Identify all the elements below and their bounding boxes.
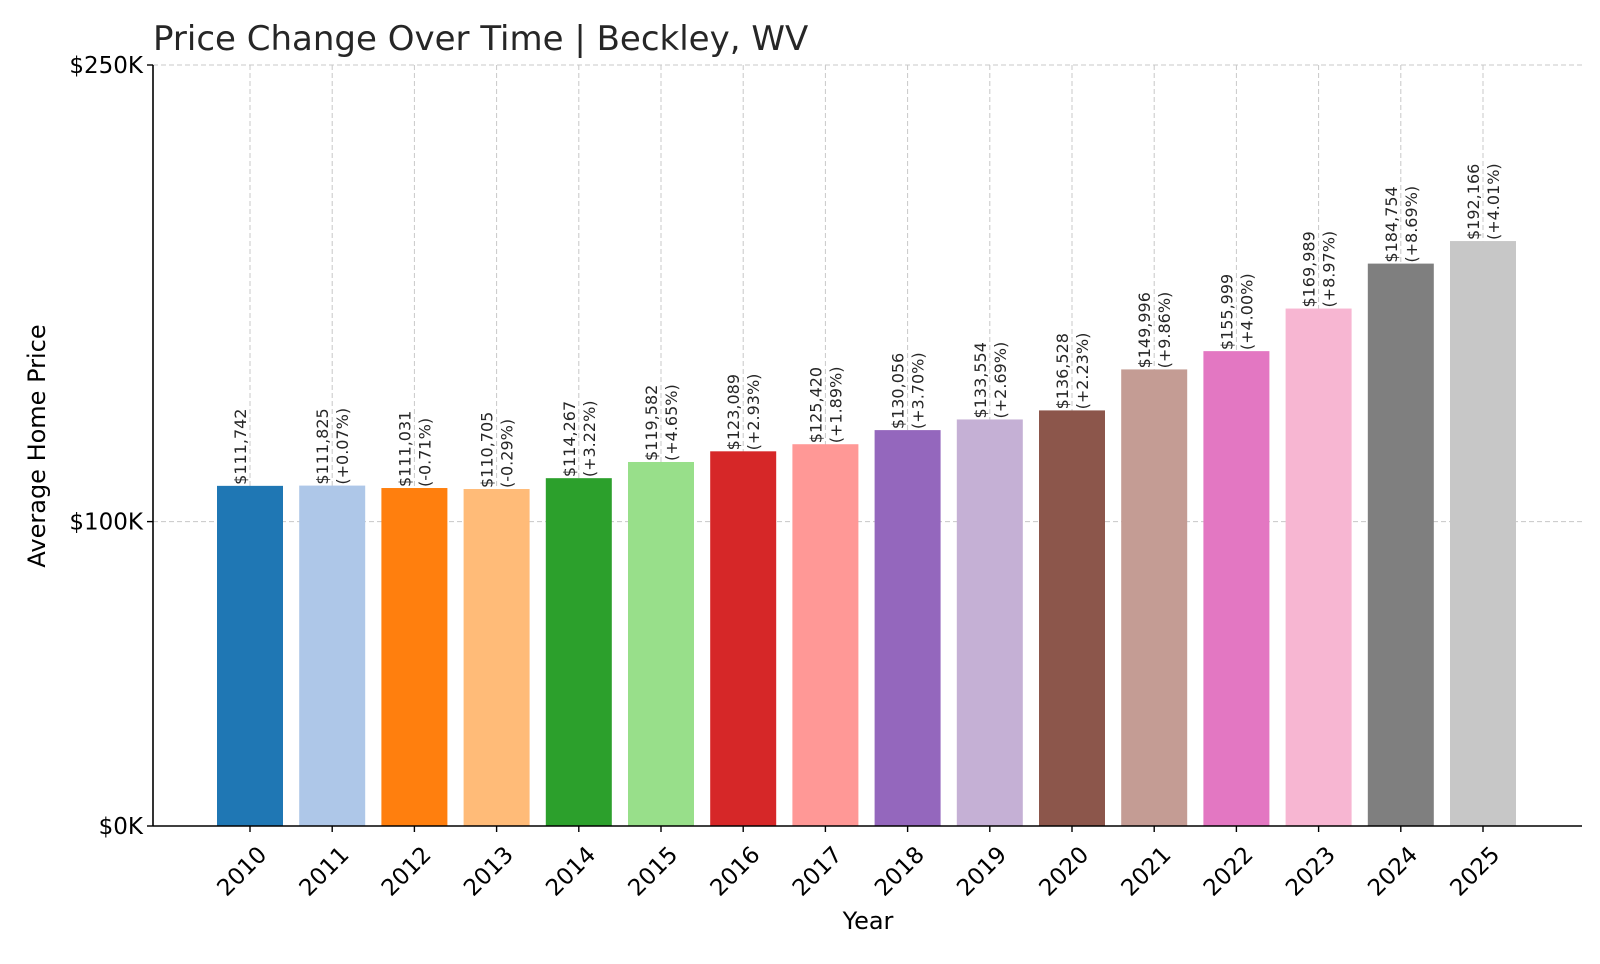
value-label: $149,996	[1135, 292, 1154, 368]
y-axis-label: Average Home Price	[23, 324, 51, 567]
x-tick-label: 2021	[1117, 842, 1177, 902]
value-label: $192,166	[1464, 164, 1483, 240]
change-label: (+4.00%)	[1237, 273, 1256, 350]
value-label: $111,742	[231, 409, 250, 485]
bar-2019	[956, 419, 1023, 826]
bar-2025	[1450, 241, 1516, 826]
x-tick-label: 2013	[459, 842, 519, 902]
value-label: $184,754	[1382, 186, 1401, 262]
x-tick-label: 2024	[1363, 842, 1423, 902]
change-label: (+4.01%)	[1484, 163, 1503, 240]
change-label: (-0.71%)	[415, 418, 434, 487]
change-label: (+3.70%)	[909, 352, 928, 429]
chart-title: Price Change Over Time | Beckley, WV	[153, 19, 808, 59]
bar-2023	[1285, 308, 1352, 827]
bar-2021	[1121, 369, 1188, 826]
bar-2011	[299, 485, 366, 826]
bar-2015	[628, 461, 694, 826]
value-label: $111,825	[313, 408, 332, 484]
change-label: (+0.07%)	[333, 408, 352, 485]
value-label: $125,420	[806, 367, 825, 443]
x-tick-label: 2010	[212, 842, 272, 902]
change-label: (-0.29%)	[498, 419, 517, 488]
x-tick-label: 2018	[870, 842, 930, 902]
value-label: $169,989	[1300, 231, 1319, 307]
value-label: $133,554	[971, 342, 990, 418]
x-tick-label: 2012	[377, 842, 437, 902]
axes-layer	[152, 65, 1582, 827]
bar-2017	[792, 444, 859, 826]
bar-2010	[217, 485, 283, 826]
value-label: $130,056	[889, 353, 908, 429]
bar-2013	[463, 489, 530, 826]
value-label: $114,267	[560, 401, 579, 477]
value-label: $123,089	[724, 374, 743, 450]
change-label: (+9.86%)	[1155, 292, 1174, 369]
x-tick-label: 2023	[1281, 842, 1341, 902]
grid-layer	[153, 64, 1582, 826]
x-tick-label: 2016	[706, 842, 766, 902]
x-tick-label: 2022	[1199, 842, 1259, 902]
x-tick-label: 2025	[1445, 842, 1505, 902]
change-label: (+2.23%)	[1073, 333, 1092, 410]
change-label: (+2.93%)	[744, 374, 763, 451]
x-axis-label: Year	[842, 907, 894, 935]
bar-2014	[545, 478, 612, 826]
bar-2016	[710, 451, 777, 826]
value-label: $119,582	[642, 385, 661, 461]
change-label: (+2.69%)	[991, 342, 1010, 419]
bar-2024	[1367, 263, 1434, 826]
change-label: (+8.69%)	[1402, 186, 1421, 263]
x-tick-label: 2015	[623, 842, 683, 902]
bars-layer	[217, 241, 1516, 827]
bar-2022	[1203, 351, 1270, 826]
change-label: (+4.65%)	[662, 384, 681, 461]
x-tick-label: 2019	[952, 842, 1012, 902]
y-tick-label: $0K	[99, 814, 144, 840]
bar-2012	[381, 488, 448, 826]
value-label: $136,528	[1053, 333, 1072, 409]
x-tick-label: 2011	[295, 842, 355, 902]
value-label: $111,031	[395, 411, 414, 487]
bar-2018	[874, 430, 941, 826]
y-tick-label: $250K	[69, 53, 144, 79]
change-label: (+1.89%)	[826, 367, 845, 444]
value-label: $110,705	[478, 412, 497, 488]
value-label: $155,999	[1217, 274, 1236, 350]
x-tick-label: 2017	[788, 842, 848, 902]
y-tick-label: $100K	[69, 510, 144, 536]
change-label: (+3.22%)	[580, 400, 599, 477]
change-label: (+8.97%)	[1320, 231, 1339, 308]
data-labels-layer: $111,742 $111,825 (+0.07%) $111,031 (-0.71%)…	[231, 163, 1503, 488]
x-tick-label: 2020	[1034, 842, 1094, 902]
bar-2020	[1039, 410, 1105, 826]
x-tick-label: 2014	[541, 842, 601, 902]
